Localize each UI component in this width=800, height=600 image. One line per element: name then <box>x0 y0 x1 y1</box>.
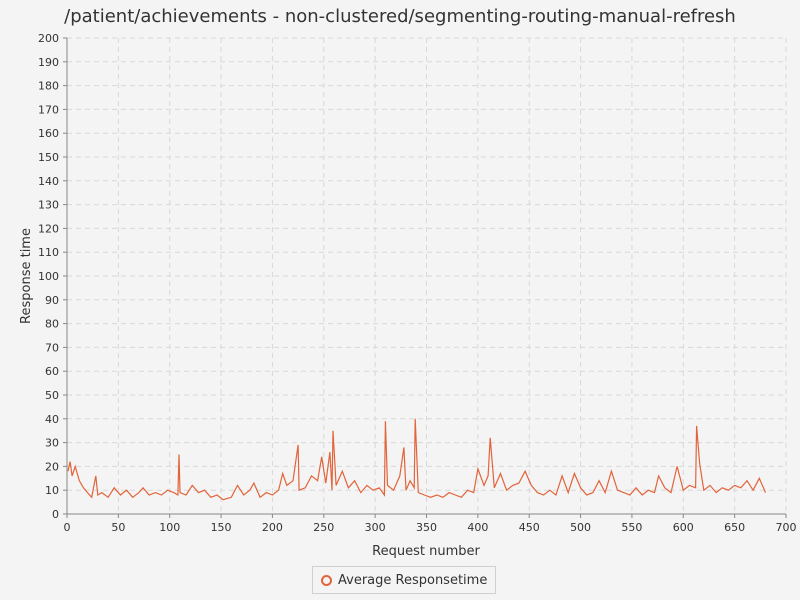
axes <box>63 37 787 518</box>
x-tick-label: 200 <box>262 521 283 534</box>
y-tick-label: 110 <box>38 246 59 259</box>
x-axis-label: Request number <box>372 544 480 559</box>
y-tick-label: 20 <box>45 460 59 473</box>
y-tick-label: 130 <box>38 199 59 212</box>
y-tick-label: 0 <box>52 508 59 521</box>
y-tick-label: 10 <box>45 484 59 497</box>
y-tick-label: 70 <box>45 341 59 354</box>
x-tick-label: 250 <box>313 521 334 534</box>
chart-title: /patient/achievements - non-clustered/se… <box>64 6 736 27</box>
x-tick-label: 400 <box>467 521 488 534</box>
y-tick-label: 100 <box>38 270 59 283</box>
y-tick-label: 200 <box>38 32 59 45</box>
x-tick-label: 0 <box>64 521 71 534</box>
y-tick-label: 160 <box>38 127 59 140</box>
x-tick-label: 50 <box>111 521 125 534</box>
y-tick-label: 50 <box>45 389 59 402</box>
x-tick-label: 450 <box>519 521 540 534</box>
gridlines <box>67 37 787 514</box>
legend-swatch-icon <box>321 574 332 586</box>
x-tick-label: 600 <box>673 521 694 534</box>
y-tick-label: 60 <box>45 365 59 378</box>
legend: Average Responsetime <box>312 566 497 594</box>
tick-labels: 0 10 20 30 40 50 60 70 80 90 100 110 120 130 140 150 160… <box>38 32 797 534</box>
x-tick-label: 650 <box>724 521 745 534</box>
y-tick-label: 90 <box>45 294 59 307</box>
x-tick-label: 500 <box>570 521 591 534</box>
y-tick-label: 180 <box>38 80 59 93</box>
x-tick-label: 300 <box>365 521 386 534</box>
y-tick-label: 190 <box>38 56 59 69</box>
legend-label: Average Responsetime <box>338 572 488 588</box>
y-tick-label: 140 <box>38 175 59 188</box>
series-line-average-responsetime <box>67 418 767 501</box>
x-tick-label: 550 <box>621 521 642 534</box>
y-tick-label: 150 <box>38 151 59 164</box>
y-tick-label: 40 <box>45 413 59 426</box>
x-tick-label: 150 <box>211 521 232 534</box>
x-tick-label: 350 <box>416 521 437 534</box>
y-axis-label: Response time <box>19 228 34 324</box>
y-tick-label: 170 <box>38 103 59 116</box>
y-tick-label: 120 <box>38 222 59 235</box>
x-tick-label: 700 <box>776 521 797 534</box>
y-tick-label: 80 <box>45 318 59 331</box>
x-tick-label: 100 <box>159 521 180 534</box>
y-tick-label: 30 <box>45 437 59 450</box>
